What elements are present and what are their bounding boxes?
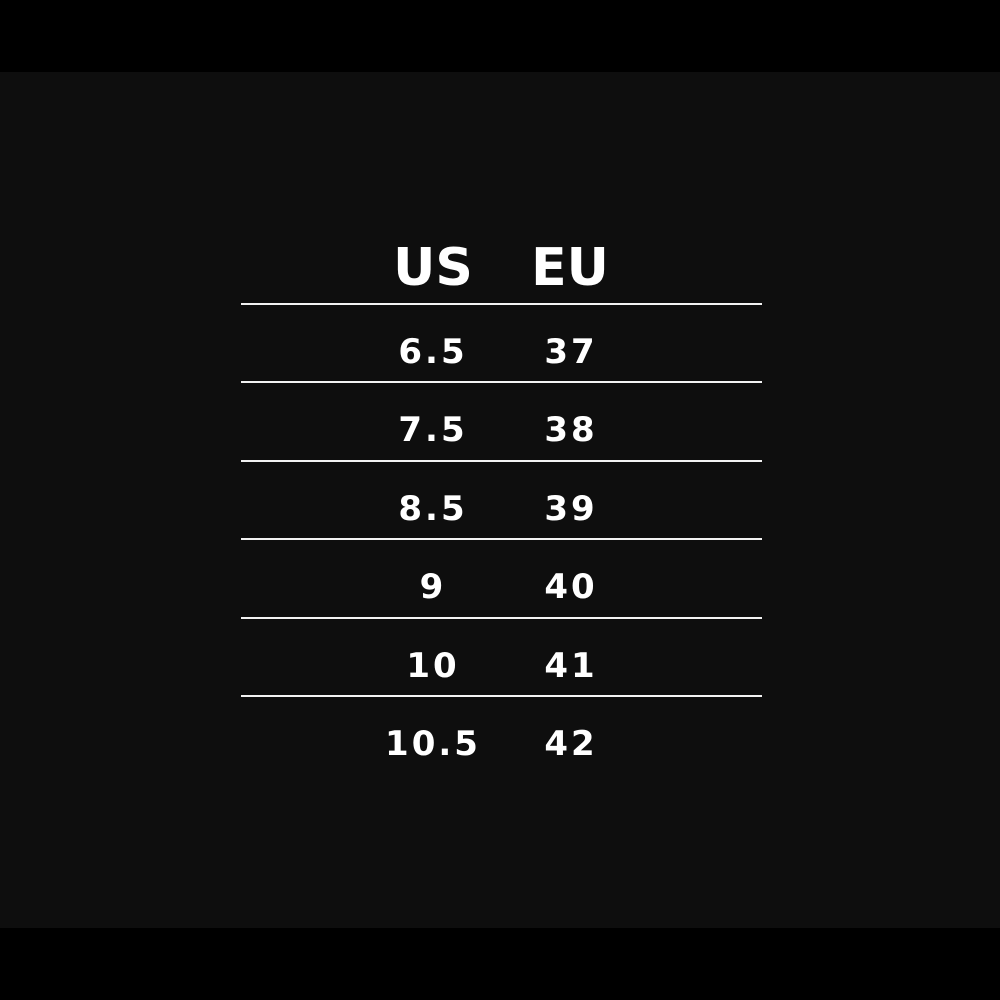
cell-us: 9 bbox=[419, 567, 447, 608]
row-divider bbox=[241, 538, 762, 540]
row-divider bbox=[241, 303, 762, 305]
header-us: US bbox=[393, 238, 473, 298]
size-chart-panel bbox=[0, 72, 1000, 928]
row-divider bbox=[241, 460, 762, 462]
row-divider bbox=[241, 381, 762, 383]
cell-eu: 40 bbox=[544, 567, 598, 608]
cell-eu: 39 bbox=[544, 488, 598, 529]
cell-us: 10.5 bbox=[385, 724, 481, 764]
cell-eu: 38 bbox=[544, 410, 598, 451]
row-divider bbox=[241, 695, 762, 697]
cell-eu: 42 bbox=[544, 724, 598, 764]
cell-eu: 41 bbox=[544, 645, 598, 686]
row-divider bbox=[241, 617, 762, 619]
cell-us: 7.5 bbox=[398, 410, 468, 451]
cell-eu: 37 bbox=[544, 332, 598, 372]
cell-us: 8.5 bbox=[398, 488, 468, 529]
cell-us: 10 bbox=[406, 645, 460, 686]
header-eu: EU bbox=[531, 238, 609, 298]
cell-us: 6.5 bbox=[398, 332, 468, 372]
